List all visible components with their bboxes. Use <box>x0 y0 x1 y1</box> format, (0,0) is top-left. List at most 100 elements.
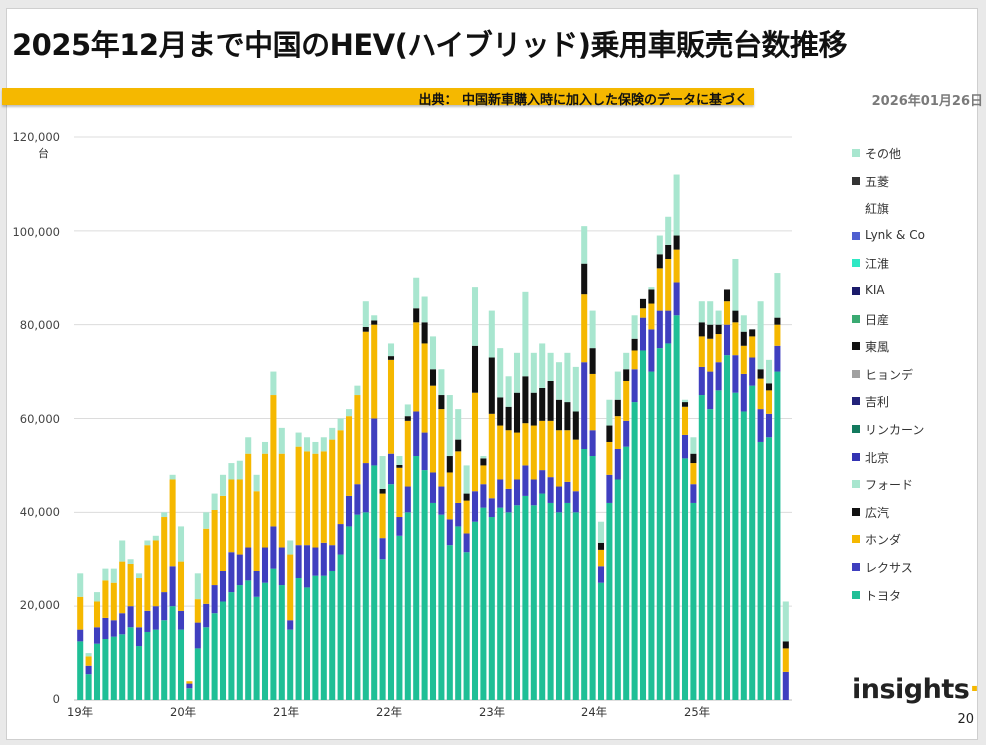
bar-segment <box>715 310 722 325</box>
bar-segment <box>387 343 395 357</box>
bar-segment <box>715 324 722 335</box>
bar-segment <box>707 409 714 700</box>
bar-segment <box>782 648 789 672</box>
bar-segment <box>102 617 109 640</box>
bar-segment <box>438 514 445 700</box>
legend-swatch <box>852 562 860 571</box>
bar-segment <box>219 601 227 700</box>
bar-segment <box>707 301 714 325</box>
bar-segment <box>261 547 269 583</box>
bar-segment <box>597 521 605 543</box>
bar-segment <box>177 526 185 562</box>
logo-text: insights <box>852 674 970 705</box>
bar-segment <box>471 287 479 346</box>
bar-segment <box>320 575 327 700</box>
legend-label: ヒョンデ <box>865 367 914 382</box>
x-tick-label: 19年 <box>67 705 94 719</box>
bar-segment <box>295 432 302 447</box>
bar-segment <box>93 592 101 602</box>
bar-segment <box>261 453 269 548</box>
legend-item: 広汽 <box>848 502 974 530</box>
x-tick-label: 20年 <box>170 705 197 719</box>
bar-segment <box>278 427 285 454</box>
bar-segment <box>488 413 495 499</box>
bar-segment <box>463 500 470 534</box>
bar-segment <box>539 420 546 471</box>
bar-segment <box>757 441 764 700</box>
bar-segment <box>127 606 134 628</box>
bar-segment <box>245 580 252 700</box>
bar-segment <box>387 359 395 454</box>
bar-segment <box>303 437 311 452</box>
bar-segment <box>631 402 638 700</box>
bar-segment <box>329 545 336 571</box>
bar-segment <box>698 395 705 700</box>
bar-segment <box>413 277 420 309</box>
bar-segment <box>236 554 243 586</box>
bar-segment <box>757 301 764 370</box>
legend-swatch <box>852 259 860 268</box>
legend-item: 日産 <box>848 309 974 337</box>
legend-swatch <box>852 424 860 433</box>
legend-label: 広汽 <box>865 505 890 520</box>
bar-segment <box>656 348 663 701</box>
bar-segment <box>119 634 126 700</box>
chart-legend: その他 五菱 紅旗 Lynk & Co 江淮 KIA 日産 東風 ヒョンデ 吉利 リンカーン 北京 フォ… <box>848 143 974 612</box>
bar-segment <box>228 592 235 700</box>
bar-segment <box>749 385 756 700</box>
legend-label: レクサス <box>865 560 913 575</box>
legend-item: リンカーン <box>848 419 974 447</box>
bar-segment <box>513 479 521 506</box>
bar-segment <box>261 582 269 700</box>
bar-segment <box>690 502 697 700</box>
legend-swatch <box>852 369 860 378</box>
bar-segment <box>581 263 588 295</box>
bar-segment <box>606 441 613 475</box>
bar-segment <box>463 533 470 553</box>
bar-segment <box>312 575 319 700</box>
bar-segment <box>774 273 781 318</box>
legend-label: 東風 <box>865 340 890 355</box>
bar-segment <box>287 554 294 621</box>
bar-segment <box>572 439 579 492</box>
bar-segment <box>135 573 143 579</box>
bar-segment <box>152 606 159 630</box>
bar-segment <box>295 446 302 546</box>
bar-segment <box>161 592 168 621</box>
bar-segment <box>740 331 747 346</box>
bar-segment <box>522 291 529 377</box>
bar-segment <box>740 373 747 412</box>
bar-segment <box>555 399 563 431</box>
bar-segment <box>673 282 680 316</box>
bar-segment <box>194 648 201 700</box>
bar-segment <box>782 671 789 700</box>
legend-item: 吉利 <box>848 391 974 419</box>
legend-item: レクサス <box>848 557 974 585</box>
bar-segment <box>648 287 655 290</box>
bar-segment <box>337 524 344 555</box>
bar-segment <box>169 479 176 567</box>
bar-segment <box>396 517 403 536</box>
bar-segment <box>371 320 378 325</box>
bar-segment <box>589 456 596 700</box>
bar-segment <box>631 338 638 351</box>
bar-segment <box>723 301 731 325</box>
legend-label: 吉利 <box>865 395 890 410</box>
bar-segment <box>127 563 134 607</box>
bar-segment <box>513 505 521 700</box>
bar-segment <box>471 345 479 393</box>
bar-segment <box>774 324 781 346</box>
bar-segment <box>639 308 647 318</box>
bar-segment <box>698 336 705 367</box>
bar-segment <box>387 484 395 700</box>
bar-segment <box>648 289 655 304</box>
bar-segment <box>362 512 369 700</box>
bar-segment <box>270 371 277 396</box>
bar-segment <box>488 517 495 700</box>
legend-swatch <box>852 176 860 185</box>
bar-segment <box>295 545 302 579</box>
bar-segment <box>404 486 411 513</box>
bar-segment <box>480 507 487 700</box>
bar-segment <box>623 369 630 381</box>
